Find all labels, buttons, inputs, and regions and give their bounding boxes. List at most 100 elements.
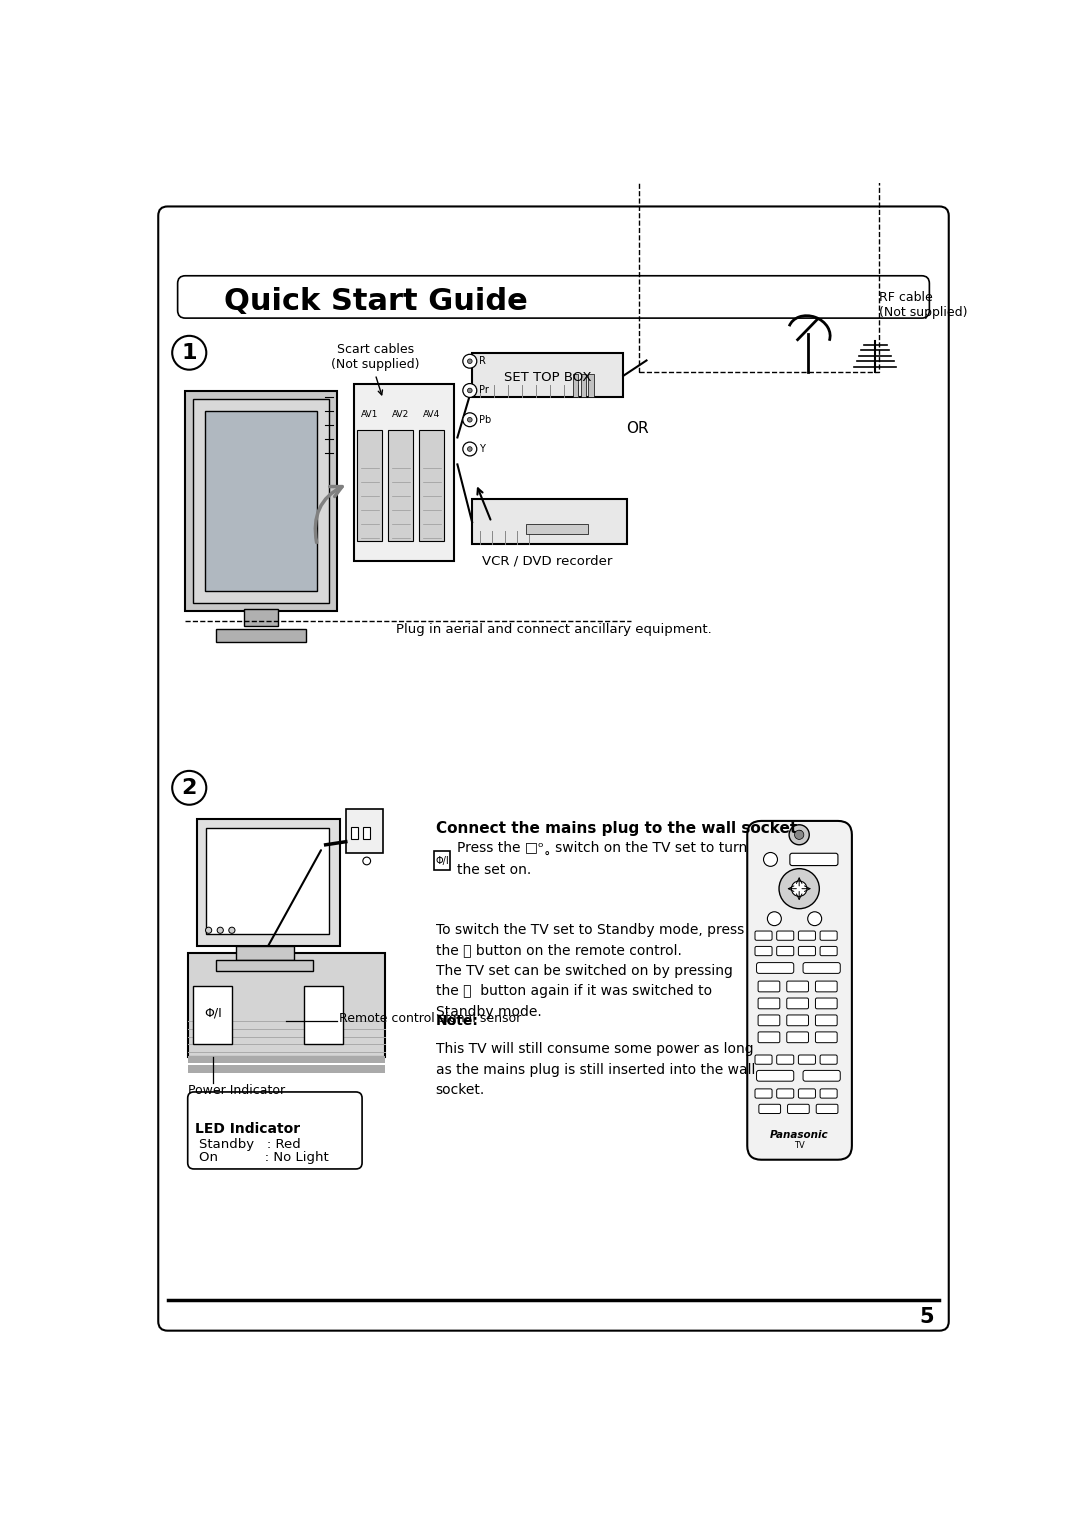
Text: TV: TV bbox=[794, 1141, 805, 1151]
FancyBboxPatch shape bbox=[188, 1093, 362, 1169]
Text: 1: 1 bbox=[181, 342, 197, 362]
Circle shape bbox=[792, 882, 807, 897]
FancyBboxPatch shape bbox=[757, 963, 794, 973]
Text: Panasonic: Panasonic bbox=[770, 1131, 828, 1140]
Circle shape bbox=[463, 354, 476, 368]
Text: R: R bbox=[480, 356, 486, 367]
FancyBboxPatch shape bbox=[798, 946, 815, 955]
Text: AV4: AV4 bbox=[423, 410, 441, 419]
Circle shape bbox=[463, 442, 476, 455]
FancyBboxPatch shape bbox=[787, 1105, 809, 1114]
FancyBboxPatch shape bbox=[755, 1089, 772, 1099]
Circle shape bbox=[768, 912, 781, 926]
FancyBboxPatch shape bbox=[472, 353, 623, 397]
FancyBboxPatch shape bbox=[188, 953, 386, 1057]
FancyBboxPatch shape bbox=[346, 808, 383, 853]
Text: Press the □ᵒ˳ switch on the TV set to turn
the set on.: Press the □ᵒ˳ switch on the TV set to tu… bbox=[457, 840, 747, 877]
Circle shape bbox=[205, 927, 212, 934]
FancyBboxPatch shape bbox=[777, 946, 794, 955]
Circle shape bbox=[779, 868, 820, 909]
Text: To switch the TV set to Standby mode, press
the ⓞ button on the remote control.
: To switch the TV set to Standby mode, pr… bbox=[435, 923, 744, 1019]
FancyBboxPatch shape bbox=[759, 1105, 781, 1114]
FancyBboxPatch shape bbox=[235, 946, 294, 960]
FancyBboxPatch shape bbox=[798, 1089, 815, 1099]
FancyBboxPatch shape bbox=[589, 374, 594, 397]
Circle shape bbox=[468, 388, 472, 393]
FancyBboxPatch shape bbox=[815, 1031, 837, 1042]
FancyBboxPatch shape bbox=[804, 1071, 840, 1082]
Text: OR: OR bbox=[626, 420, 648, 435]
Text: Standby   : Red: Standby : Red bbox=[200, 1138, 301, 1151]
FancyBboxPatch shape bbox=[353, 384, 455, 561]
FancyBboxPatch shape bbox=[419, 429, 444, 541]
FancyBboxPatch shape bbox=[177, 275, 930, 318]
Text: 2: 2 bbox=[181, 778, 197, 798]
Text: Remote control signal sensor: Remote control signal sensor bbox=[339, 1013, 521, 1025]
FancyBboxPatch shape bbox=[216, 630, 306, 642]
FancyBboxPatch shape bbox=[755, 946, 772, 955]
FancyBboxPatch shape bbox=[820, 946, 837, 955]
FancyBboxPatch shape bbox=[820, 931, 837, 940]
FancyBboxPatch shape bbox=[188, 1056, 386, 1063]
FancyBboxPatch shape bbox=[820, 1054, 837, 1063]
FancyBboxPatch shape bbox=[786, 998, 809, 1008]
FancyBboxPatch shape bbox=[786, 1015, 809, 1025]
FancyArrowPatch shape bbox=[376, 377, 382, 394]
FancyBboxPatch shape bbox=[815, 1015, 837, 1025]
Circle shape bbox=[463, 413, 476, 426]
FancyBboxPatch shape bbox=[472, 500, 627, 544]
Text: VCR / DVD recorder: VCR / DVD recorder bbox=[482, 555, 612, 567]
Circle shape bbox=[468, 446, 472, 451]
FancyBboxPatch shape bbox=[197, 819, 340, 946]
Text: Note:: Note: bbox=[435, 1015, 478, 1028]
Text: AV1: AV1 bbox=[361, 410, 378, 419]
Text: This TV will still consume some power as long
as the mains plug is still inserte: This TV will still consume some power as… bbox=[435, 1042, 755, 1097]
Circle shape bbox=[217, 927, 224, 934]
FancyBboxPatch shape bbox=[815, 998, 837, 1008]
Text: LED Indicator: LED Indicator bbox=[195, 1122, 300, 1135]
FancyBboxPatch shape bbox=[188, 1065, 386, 1073]
FancyBboxPatch shape bbox=[804, 963, 840, 973]
FancyBboxPatch shape bbox=[798, 1054, 815, 1063]
FancyBboxPatch shape bbox=[758, 1031, 780, 1042]
FancyBboxPatch shape bbox=[357, 429, 382, 541]
Text: Connect the mains plug to the wall socket.: Connect the mains plug to the wall socke… bbox=[435, 821, 802, 836]
FancyBboxPatch shape bbox=[789, 853, 838, 865]
FancyBboxPatch shape bbox=[303, 987, 342, 1044]
Text: Φ/I: Φ/I bbox=[435, 856, 449, 866]
Circle shape bbox=[363, 857, 370, 865]
Circle shape bbox=[172, 770, 206, 805]
FancyBboxPatch shape bbox=[798, 931, 815, 940]
Circle shape bbox=[172, 336, 206, 370]
FancyBboxPatch shape bbox=[816, 1105, 838, 1114]
FancyBboxPatch shape bbox=[758, 1015, 780, 1025]
FancyBboxPatch shape bbox=[747, 821, 852, 1160]
FancyBboxPatch shape bbox=[186, 391, 337, 611]
FancyBboxPatch shape bbox=[159, 206, 948, 1331]
FancyBboxPatch shape bbox=[777, 1089, 794, 1099]
Text: AV2: AV2 bbox=[392, 410, 409, 419]
FancyBboxPatch shape bbox=[389, 429, 414, 541]
FancyBboxPatch shape bbox=[757, 1071, 794, 1082]
Text: RF cable
(Not supplied): RF cable (Not supplied) bbox=[879, 290, 968, 319]
FancyBboxPatch shape bbox=[755, 931, 772, 940]
Circle shape bbox=[468, 359, 472, 364]
FancyBboxPatch shape bbox=[786, 1031, 809, 1042]
Text: Φ/I: Φ/I bbox=[204, 1007, 222, 1019]
Circle shape bbox=[795, 830, 804, 839]
Circle shape bbox=[229, 927, 235, 934]
FancyBboxPatch shape bbox=[820, 1089, 837, 1099]
FancyBboxPatch shape bbox=[777, 1054, 794, 1063]
Circle shape bbox=[463, 384, 476, 397]
Circle shape bbox=[808, 912, 822, 926]
Circle shape bbox=[764, 853, 778, 866]
FancyBboxPatch shape bbox=[758, 998, 780, 1008]
FancyBboxPatch shape bbox=[815, 981, 837, 992]
FancyArrowPatch shape bbox=[477, 489, 490, 520]
Text: On           : No Light: On : No Light bbox=[200, 1151, 329, 1164]
Text: Pb: Pb bbox=[480, 414, 491, 425]
FancyBboxPatch shape bbox=[206, 828, 328, 934]
Text: Y: Y bbox=[480, 445, 485, 454]
FancyBboxPatch shape bbox=[193, 399, 328, 604]
Text: Pr: Pr bbox=[480, 385, 489, 396]
